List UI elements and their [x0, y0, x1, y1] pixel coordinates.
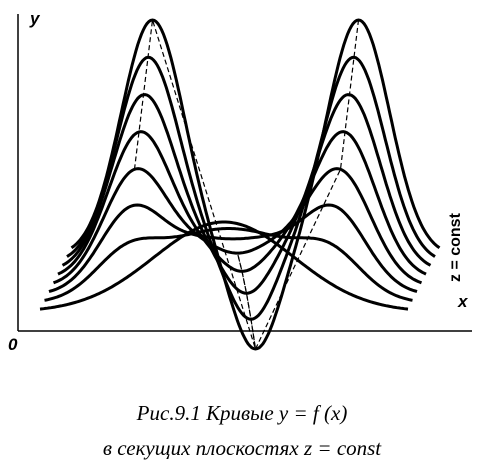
crest-line	[133, 19, 257, 350]
z-label: z = const	[447, 212, 464, 282]
origin-label: 0	[8, 335, 18, 354]
caption-line-1: Рис.9.1 Кривые y = f (x)	[136, 401, 348, 425]
section-curve	[61, 93, 432, 295]
section-curve	[70, 18, 441, 351]
section-curve	[44, 227, 413, 302]
crest-line	[236, 19, 360, 352]
section-curve	[48, 203, 418, 294]
y-axis-label: y	[29, 9, 41, 28]
curve-family	[39, 18, 441, 352]
x-axis-label: x	[457, 292, 469, 311]
caption-line-2: в секущих плоскостях z = const	[103, 436, 382, 460]
section-curve	[39, 220, 409, 311]
